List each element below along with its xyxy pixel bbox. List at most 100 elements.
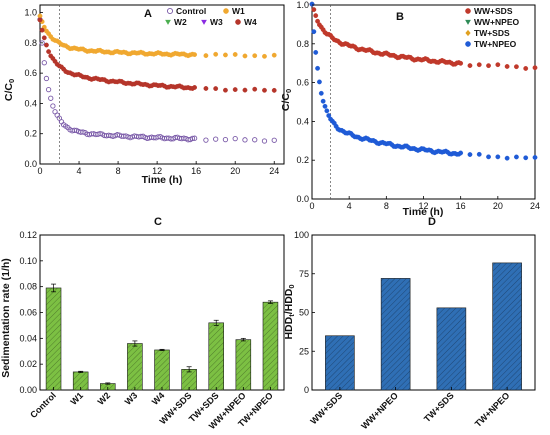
legend-marker xyxy=(465,41,471,47)
data-point xyxy=(320,98,326,104)
data-point xyxy=(151,0,154,27)
data-point xyxy=(452,0,456,116)
legend-entry: Control xyxy=(166,6,206,16)
data-point xyxy=(504,64,510,69)
legend-marker xyxy=(465,19,471,25)
data-point xyxy=(213,86,219,91)
data-point xyxy=(320,0,324,72)
data-point xyxy=(183,0,187,28)
data-point xyxy=(341,0,344,98)
error-bar xyxy=(78,370,84,373)
data-point xyxy=(213,0,216,93)
data-point xyxy=(97,0,101,83)
panel-b-y-ticks: 0.0 0.2 0.4 0.6 0.8 1.0 xyxy=(296,0,315,204)
data-point xyxy=(93,0,96,82)
data-point xyxy=(78,0,81,79)
data-point xyxy=(155,0,159,89)
x-tick-label: 0 xyxy=(37,166,42,176)
data-point xyxy=(450,0,454,117)
data-point xyxy=(203,0,206,93)
y-tick-label: 1.0 xyxy=(24,8,37,18)
data-point xyxy=(127,0,131,27)
error-bar xyxy=(105,382,111,385)
data-point xyxy=(132,0,135,88)
panel-d-ylabel: HDDt/HDD0 xyxy=(283,284,296,339)
data-point xyxy=(335,0,339,95)
y-tick-label: 0.0 xyxy=(296,194,309,204)
data-point xyxy=(354,0,357,104)
x-tick-label: 8 xyxy=(116,166,121,176)
data-point xyxy=(157,0,161,27)
data-point xyxy=(166,0,169,92)
data-point xyxy=(398,0,402,110)
legend-marker xyxy=(166,7,174,15)
x-tick-label: 24 xyxy=(269,166,279,176)
data-point xyxy=(467,152,473,157)
data-point xyxy=(232,135,238,142)
data-point xyxy=(138,0,141,88)
x-tick-label: W1 xyxy=(68,390,85,407)
data-point xyxy=(367,0,370,104)
legend-entry: W1 xyxy=(223,6,245,16)
data-point xyxy=(71,0,75,24)
data-point xyxy=(437,0,441,113)
series-control xyxy=(37,16,277,144)
data-point xyxy=(82,0,86,26)
y-tick-label: 0.2 xyxy=(296,155,309,165)
panel-b-xlabel: Time (h) xyxy=(403,206,444,218)
data-point xyxy=(413,0,417,112)
data-point xyxy=(44,0,47,19)
data-point xyxy=(476,62,482,68)
data-point xyxy=(495,154,501,160)
series-tw-npeo xyxy=(309,1,538,161)
data-point xyxy=(439,0,443,113)
panel-d-title: D xyxy=(428,216,436,228)
data-point xyxy=(136,0,139,25)
error-bar xyxy=(51,283,57,293)
data-point xyxy=(242,87,248,93)
data-point xyxy=(114,0,118,86)
data-point xyxy=(134,0,137,88)
y-tick-label: 0.12 xyxy=(19,230,37,240)
data-point xyxy=(185,0,189,92)
data-point xyxy=(110,0,114,85)
y-tick-label: 0.8 xyxy=(24,38,37,48)
y-tick-label: 0.0 xyxy=(24,159,37,169)
data-point xyxy=(181,0,184,92)
data-point xyxy=(313,0,316,37)
panel-b-x-ticks: 0 4 8 12 16 20 24 xyxy=(309,196,540,211)
data-point xyxy=(108,0,111,27)
data-point xyxy=(532,155,538,160)
data-point xyxy=(185,0,189,28)
data-point xyxy=(114,0,118,25)
data-point xyxy=(378,0,381,108)
data-point xyxy=(65,0,68,76)
error-bar xyxy=(159,348,165,351)
data-point xyxy=(192,85,198,90)
data-point xyxy=(138,0,141,25)
data-point xyxy=(46,49,51,55)
data-point xyxy=(271,52,277,58)
data-point xyxy=(262,0,265,95)
data-point xyxy=(391,0,394,109)
data-point xyxy=(387,0,391,109)
data-point xyxy=(330,0,333,90)
data-point xyxy=(232,52,238,57)
legend-marker xyxy=(235,19,241,25)
data-point xyxy=(132,0,135,26)
data-point xyxy=(110,0,114,26)
data-point xyxy=(117,0,120,86)
data-point xyxy=(261,138,268,144)
data-point xyxy=(271,0,275,95)
data-point xyxy=(421,0,424,112)
data-point xyxy=(432,0,435,115)
data-point xyxy=(411,0,415,113)
data-point xyxy=(172,0,176,26)
data-point xyxy=(123,0,126,27)
data-point xyxy=(65,0,68,25)
data-point xyxy=(252,137,258,143)
x-tick-label: TW+NPEO xyxy=(473,390,512,429)
data-point xyxy=(112,0,116,85)
data-point xyxy=(232,0,236,27)
data-point xyxy=(409,0,413,113)
